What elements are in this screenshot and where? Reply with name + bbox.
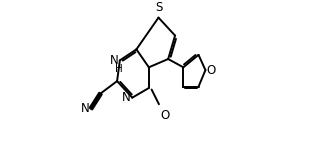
Text: S: S [155,1,162,14]
Text: O: O [160,109,169,122]
Text: O: O [207,64,216,77]
Text: N: N [81,102,89,115]
Text: H: H [115,64,123,74]
Text: N: N [110,54,119,67]
Text: N: N [122,91,131,104]
